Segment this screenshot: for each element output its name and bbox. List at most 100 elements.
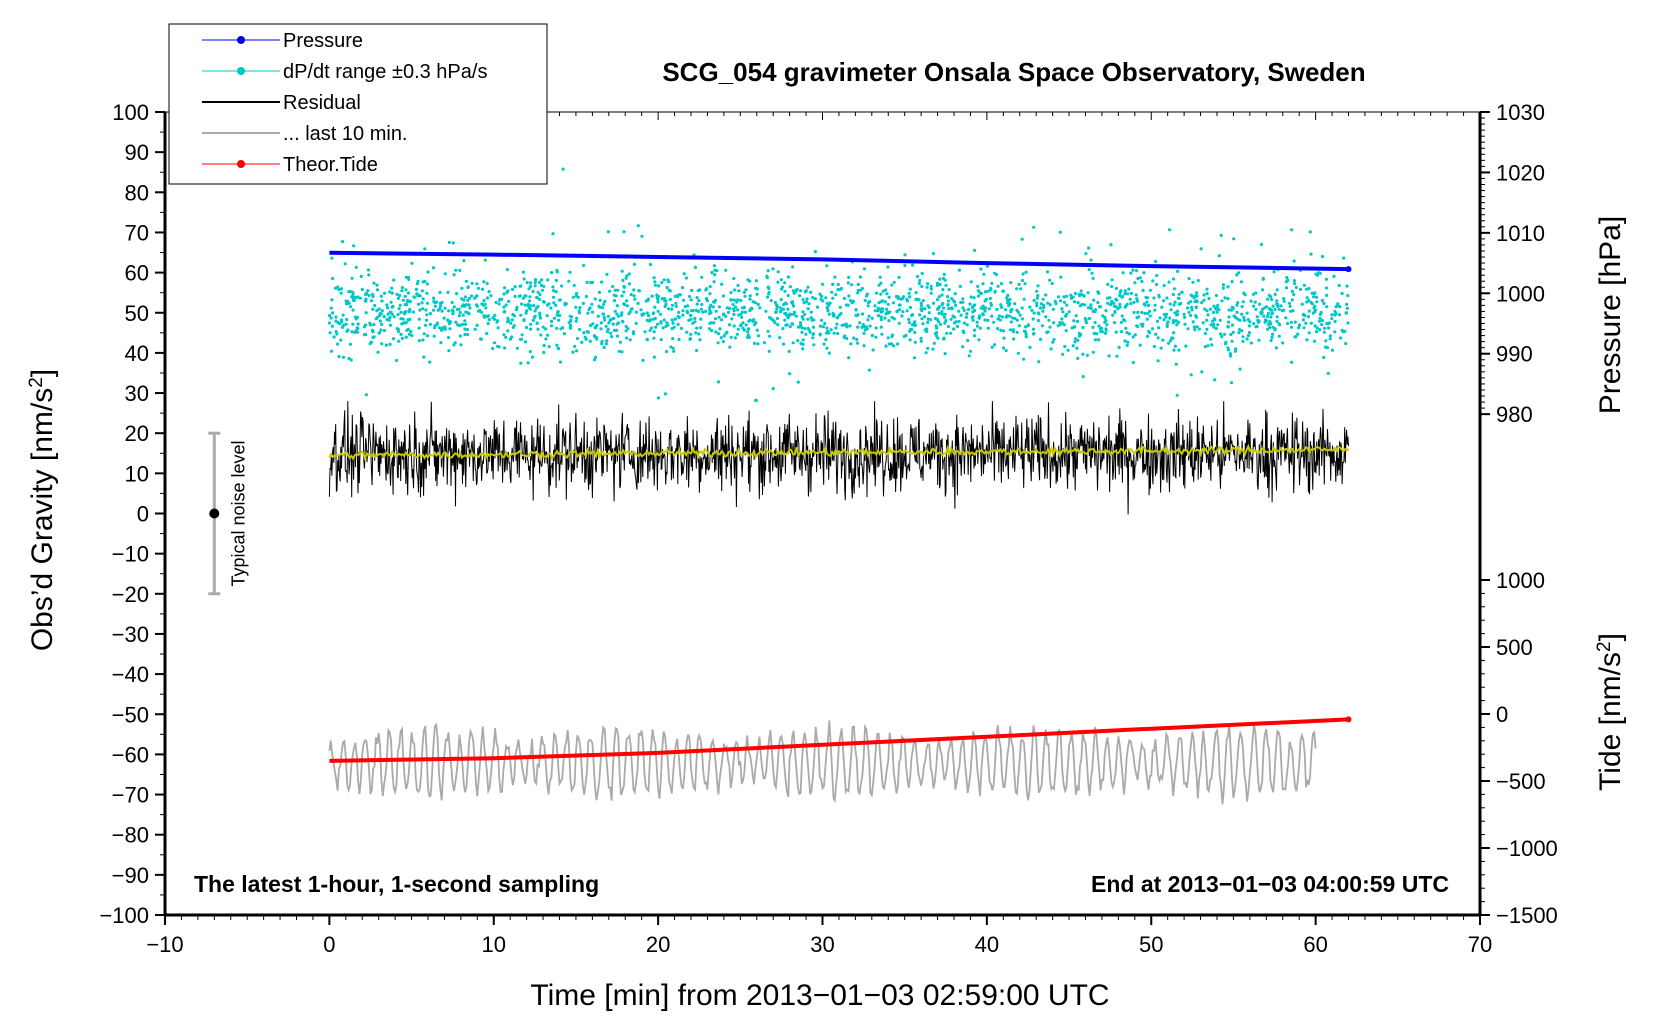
dpdt-point [1231,330,1235,334]
dpdt-point [806,317,810,321]
dpdt-point [910,313,915,317]
dpdt-point [397,307,401,311]
dpdt-point [829,328,833,332]
dpdt-point [874,335,878,339]
dpdt-point [1208,307,1212,311]
dpdt-point [1190,294,1194,298]
dpdt-point [1156,336,1160,340]
y-axis-title-end: ] [26,369,59,377]
dpdt-point [1167,280,1171,284]
dpdt-point [801,342,805,346]
dpdt-point [1052,337,1056,342]
dpdt-point [555,268,559,272]
dpdt-point [558,360,563,364]
dpdt-point [926,304,930,308]
dpdt-point [544,327,548,331]
dpdt-point [481,287,485,291]
dpdt-point [719,336,723,340]
dpdt-point [1319,310,1323,315]
dpdt-point [510,318,514,322]
dpdt-point [1024,332,1028,336]
dpdt-point [673,317,678,321]
dpdt-point [389,310,393,314]
dpdt-point [1193,328,1197,332]
dpdt-point [1053,299,1057,303]
dpdt-point [452,273,456,277]
dpdt-point [1015,330,1019,334]
dpdt-point [1277,307,1281,311]
dpdt-point [1213,378,1217,382]
dpdt-point [800,315,804,319]
dpdt-point [657,284,661,288]
dpdt-point [754,321,758,325]
dpdt-point [775,303,779,307]
dpdt-point [1097,338,1101,342]
dpdt-point [425,282,429,286]
dpdt-point [728,306,732,311]
dpdt-point [1302,313,1306,317]
dpdt-point [1118,294,1122,298]
dpdt-point [1035,304,1039,308]
dpdt-point [1247,324,1252,328]
dpdt-point [671,321,675,325]
series-dpdt-points [327,167,1350,403]
dpdt-point [855,337,859,342]
dpdt-point [1013,302,1017,306]
dpdt-point [505,268,509,272]
dpdt-point [990,281,994,285]
dpdt-point [1220,335,1224,339]
dpdt-point [674,304,678,308]
dpdt-point [1011,328,1016,332]
dpdt-point [684,276,689,280]
dpdt-point [625,336,629,340]
dpdt-point [1281,341,1285,345]
dpdt-point [523,303,527,307]
dpdt-point [735,332,739,336]
dpdt-point [1324,339,1328,343]
dpdt-point [1125,331,1129,335]
dpdt-point [1335,304,1339,308]
dpdt-point [1146,296,1150,300]
y3-axis-title-sup: 2 [1594,641,1615,652]
dpdt-point [986,326,990,330]
dpdt-point [913,330,917,334]
dpdt-point [417,339,421,343]
x-tick-label: 40 [975,932,999,957]
dpdt-point [1305,338,1309,342]
dpdt-point [558,313,562,317]
dpdt-point [524,325,529,330]
dpdt-point [779,298,783,302]
dpdt-point [711,305,715,309]
dpdt-point [425,291,429,295]
legend-label-dpdt: dP/dt range ±0.3 hPa/s [283,61,487,83]
dpdt-point [443,272,447,276]
dpdt-point [658,312,663,316]
dpdt-point [1084,252,1088,256]
dpdt-point [959,313,963,317]
dpdt-point [790,322,794,326]
dpdt-point [1002,336,1006,340]
dpdt-point [736,283,740,288]
dpdt-point [836,282,840,287]
dpdt-point [1056,324,1060,328]
dpdt-point [725,306,730,310]
dpdt-point [1091,325,1095,329]
dpdt-point [999,328,1003,332]
dpdt-point [591,280,595,284]
dpdt-point [732,298,736,302]
dpdt-point [382,315,386,319]
dpdt-point [779,278,783,282]
dpdt-point [959,300,963,304]
dpdt-point [404,335,408,339]
dpdt-point [1202,298,1206,302]
legend-label-pressure: Pressure [283,30,363,52]
dpdt-point [1221,283,1225,287]
dpdt-point [709,303,713,307]
dpdt-point [1089,306,1093,310]
dpdt-point [1261,288,1265,292]
dpdt-point [680,286,685,290]
y-tick-label: 40 [125,341,149,366]
dpdt-point [962,321,967,325]
dpdt-point [994,272,999,277]
dpdt-point [1320,254,1325,259]
